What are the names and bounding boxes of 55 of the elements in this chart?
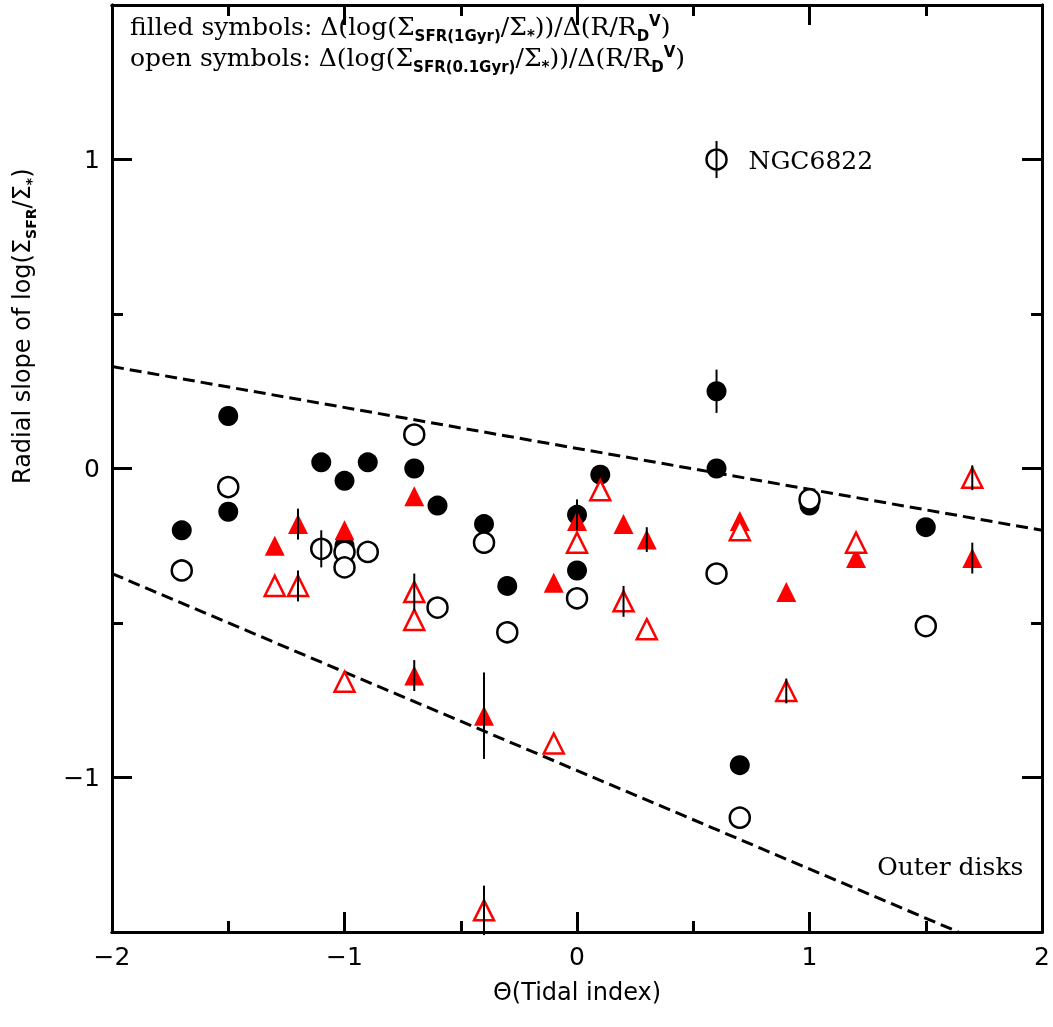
point [776, 582, 797, 603]
point [404, 486, 425, 507]
point [403, 423, 426, 446]
annotation: NGC6822 [748, 146, 874, 176]
point [728, 806, 752, 829]
point [590, 464, 611, 485]
x-tick-label: 1 [801, 942, 818, 971]
point [496, 621, 519, 644]
point [706, 458, 727, 479]
point [403, 608, 426, 632]
point [567, 560, 588, 581]
point [218, 501, 239, 522]
point [334, 520, 355, 541]
point [404, 458, 425, 479]
point [914, 614, 938, 638]
point [542, 732, 566, 755]
y-tick-label: 1 [84, 145, 100, 174]
point [218, 405, 239, 426]
x-tick-label: −2 [93, 942, 131, 971]
point [170, 559, 193, 582]
point [589, 478, 612, 502]
point [474, 514, 495, 535]
point [357, 452, 378, 473]
point [844, 531, 868, 554]
point [427, 495, 448, 516]
point [217, 475, 240, 499]
point [472, 531, 496, 554]
point [705, 562, 728, 585]
point [333, 556, 356, 579]
annotation: filled symbols: Δ(log(Σ$_{SFR(1Gyr)}$/Σ$_{*}$))/Δ(R/R$_{D}$$^{V}$) [130, 12, 671, 46]
point [334, 470, 355, 491]
point [356, 540, 380, 564]
x-tick-label: 0 [569, 942, 585, 971]
y-tick-label: 0 [84, 454, 100, 483]
y-tick-label: −1 [63, 763, 100, 792]
point [333, 670, 356, 693]
point [543, 572, 564, 593]
x-axis-title: Θ(Tidal index) [492, 978, 662, 1006]
point [565, 531, 589, 554]
point [635, 617, 659, 641]
point [426, 596, 449, 619]
point [171, 520, 192, 541]
series-label: Outer disks [877, 852, 1024, 881]
annotation: open symbols: Δ(log(Σ$_{SFR(0.1Gyr)}$/Σ$_{*}$))/Δ(R/R$_{D}$$^{V}$) [130, 43, 686, 77]
x-tick-label: 2 [1034, 942, 1050, 971]
point [613, 514, 634, 535]
x-tick-label: −1 [326, 942, 363, 971]
point [497, 575, 518, 596]
point [565, 587, 589, 610]
point [729, 755, 750, 776]
point [311, 452, 332, 473]
point [263, 574, 287, 598]
point [798, 488, 821, 511]
point [264, 535, 285, 556]
point [915, 517, 936, 538]
